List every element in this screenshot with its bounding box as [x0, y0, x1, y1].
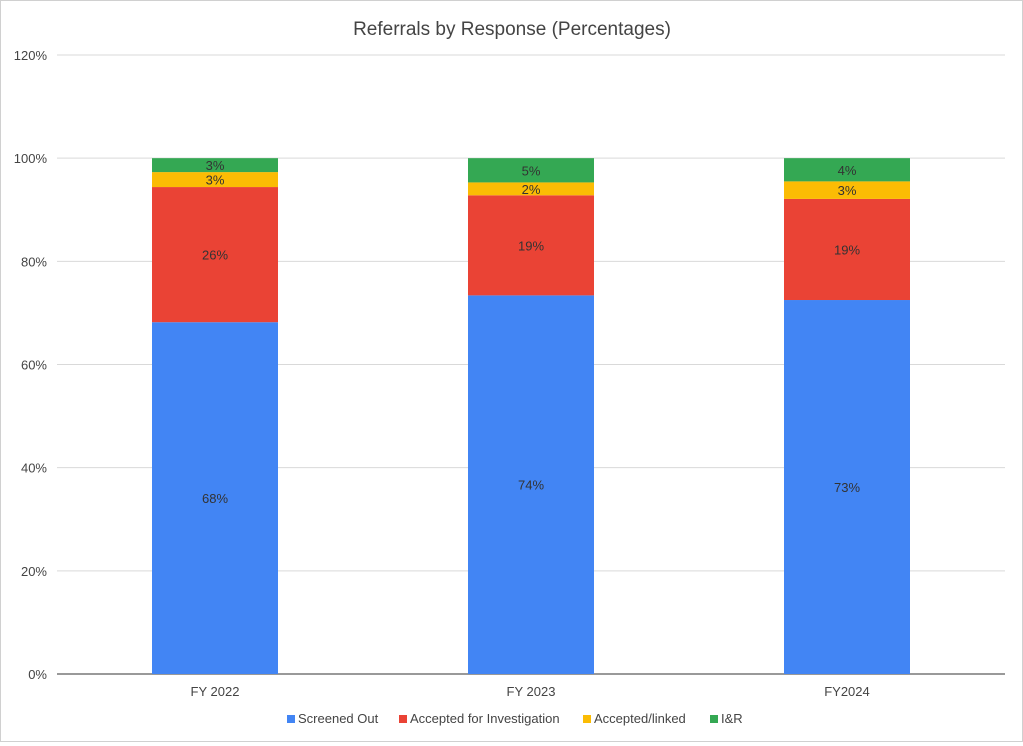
- bar-segment: [784, 198, 910, 301]
- y-tick-label: 20%: [21, 564, 47, 579]
- bar-segment: [784, 181, 910, 199]
- y-tick-label: 40%: [21, 461, 47, 476]
- bar-segment: [468, 182, 594, 196]
- y-tick-label: 100%: [14, 151, 48, 166]
- legend-label: Accepted for Investigation: [410, 711, 560, 726]
- bar-segment: [152, 322, 278, 674]
- bar-segment: [784, 158, 910, 182]
- legend-label: Screened Out: [298, 711, 379, 726]
- legend-swatch: [287, 715, 295, 723]
- bar-segment: [152, 172, 278, 188]
- bar-segment: [468, 295, 594, 674]
- x-tick-label: FY 2023: [507, 684, 556, 699]
- data-label: 3%: [206, 158, 225, 173]
- x-tick-label: FY 2022: [191, 684, 240, 699]
- data-label: 3%: [838, 183, 857, 198]
- data-label: 19%: [518, 238, 544, 253]
- data-label: 73%: [834, 480, 860, 495]
- data-label: 3%: [206, 173, 225, 188]
- data-label: 74%: [518, 478, 544, 493]
- data-label: 2%: [522, 182, 541, 197]
- bar-segment: [152, 187, 278, 323]
- data-label: 4%: [838, 163, 857, 178]
- legend-swatch: [399, 715, 407, 723]
- data-label: 5%: [522, 163, 541, 178]
- bar-segment: [152, 158, 278, 173]
- chart-title: Referrals by Response (Percentages): [353, 19, 671, 40]
- data-label: 26%: [202, 248, 228, 263]
- data-label: 68%: [202, 491, 228, 506]
- y-tick-label: 120%: [14, 48, 48, 63]
- legend-label: I&R: [721, 711, 743, 726]
- legend-label: Accepted/linked: [594, 711, 686, 726]
- y-tick-label: 0%: [28, 667, 47, 682]
- legend-swatch: [583, 715, 591, 723]
- bar-segment: [468, 195, 594, 296]
- x-tick-label: FY2024: [824, 684, 870, 699]
- y-tick-label: 80%: [21, 254, 47, 269]
- bar-segment: [468, 158, 594, 183]
- data-label: 19%: [834, 242, 860, 257]
- legend-swatch: [710, 715, 718, 723]
- y-tick-label: 60%: [21, 358, 47, 373]
- bar-segment: [784, 300, 910, 674]
